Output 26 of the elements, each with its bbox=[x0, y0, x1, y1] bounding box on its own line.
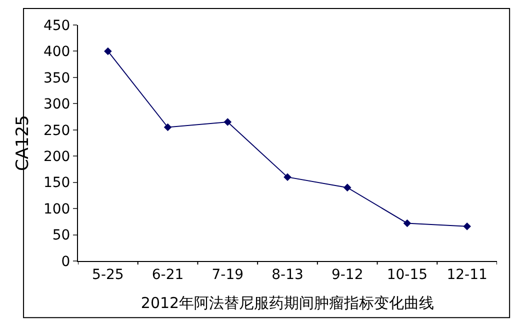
x-tick-label: 6-21 bbox=[152, 266, 184, 283]
y-tick-label: 150 bbox=[43, 175, 70, 192]
point bbox=[284, 173, 292, 181]
y-tick-label: 200 bbox=[43, 149, 70, 166]
y-tick-label: 100 bbox=[43, 201, 70, 218]
y-tick-label: 300 bbox=[43, 96, 70, 113]
x-tick-label: 8-13 bbox=[272, 266, 304, 283]
y-tick-label: 350 bbox=[43, 70, 70, 86]
x-tick-label: 5-25 bbox=[92, 266, 124, 283]
x-tick-label: 10-15 bbox=[386, 266, 428, 283]
y-tick-label: 450 bbox=[43, 18, 70, 34]
point bbox=[343, 184, 352, 192]
point bbox=[104, 47, 112, 56]
x-tick-label: 12-11 bbox=[446, 266, 488, 283]
point bbox=[164, 123, 172, 132]
point bbox=[224, 118, 232, 126]
y-tick-label: 50 bbox=[52, 228, 70, 244]
x-tick-label: 9-12 bbox=[331, 266, 364, 283]
y-tick-label: 400 bbox=[43, 44, 70, 60]
x-axis-title: 2012年阿法替尼服药期间肿瘤指标变化曲线 bbox=[140, 294, 434, 312]
y-axis-title: CA125 bbox=[13, 115, 34, 171]
point bbox=[403, 219, 412, 228]
point bbox=[463, 222, 471, 230]
y-tick-label: 0 bbox=[61, 254, 70, 270]
y-tick-label: 250 bbox=[43, 122, 70, 139]
x-tick-label: 7-19 bbox=[212, 266, 244, 283]
